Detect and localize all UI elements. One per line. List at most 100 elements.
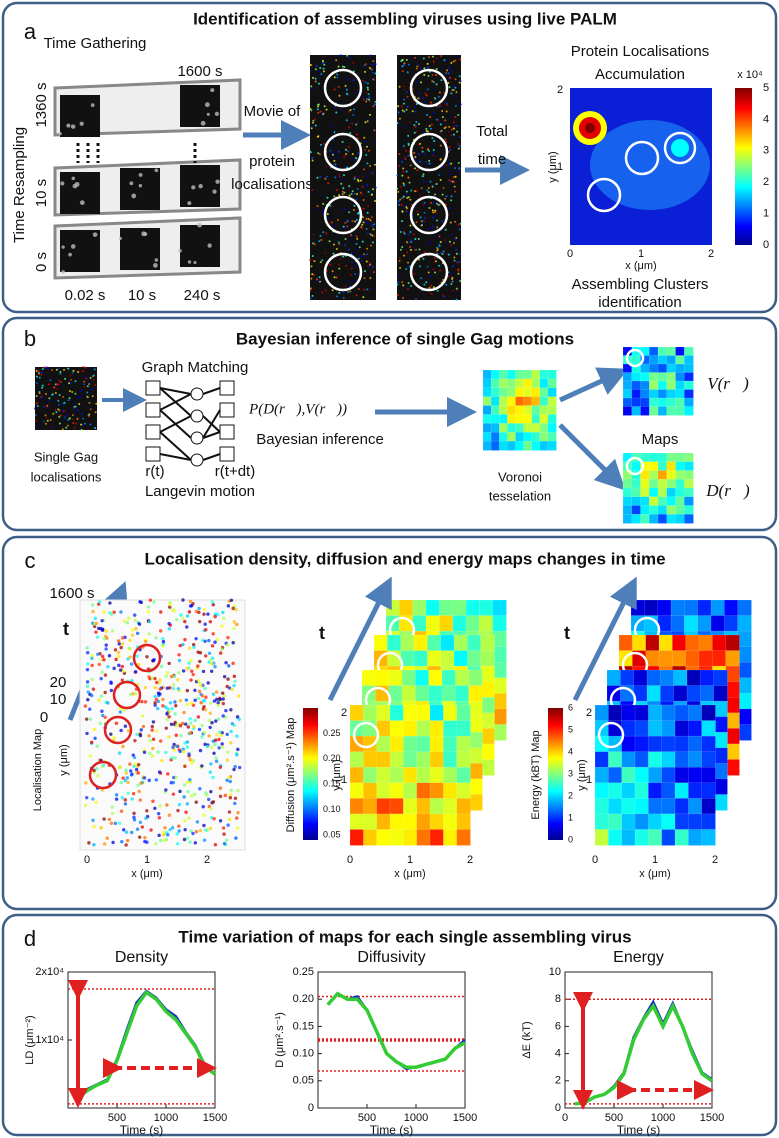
localisation [213, 614, 217, 619]
cell [640, 479, 650, 489]
localisation [221, 826, 226, 830]
localisation [200, 735, 204, 739]
time-label: 0 s [33, 252, 50, 272]
cell [657, 496, 668, 507]
cell [648, 829, 663, 846]
cell [644, 599, 659, 617]
spot [433, 261, 436, 264]
time-axis: t [564, 623, 570, 643]
label: protein [249, 153, 295, 170]
localisation [145, 655, 149, 659]
cell [657, 397, 668, 408]
localisation [120, 840, 124, 844]
spot [43, 366, 46, 369]
spot [405, 207, 408, 210]
spot [438, 244, 441, 247]
localisation [129, 662, 134, 666]
spot [454, 175, 457, 178]
spot [420, 68, 423, 71]
localisation [85, 795, 89, 800]
localisation [213, 665, 217, 669]
spot [74, 405, 77, 408]
spot [329, 295, 332, 298]
localisation [96, 626, 101, 631]
spot [321, 59, 324, 62]
arrow [558, 367, 629, 403]
spot [429, 127, 432, 130]
localisation [128, 638, 132, 643]
localisation [117, 663, 121, 668]
spot [415, 81, 418, 84]
label: Graph Matching [142, 359, 249, 376]
spot [82, 417, 85, 420]
spot [40, 371, 43, 374]
spot [337, 173, 340, 176]
localisation [210, 662, 214, 666]
x-tick-label: 500 [108, 1112, 126, 1124]
spot [351, 84, 354, 87]
cell [697, 615, 712, 632]
cell [684, 514, 694, 524]
spot [34, 414, 37, 417]
spot [311, 156, 314, 159]
spot [374, 186, 377, 189]
localisation [123, 724, 128, 728]
spot [441, 120, 444, 123]
localisation [175, 832, 179, 836]
cell [622, 372, 633, 382]
localisation [202, 612, 206, 616]
cell [649, 363, 659, 374]
spot [354, 280, 357, 283]
cell [465, 615, 481, 632]
node [190, 409, 204, 423]
cell [456, 751, 471, 768]
spot [372, 105, 375, 108]
x-tick-label: 1500 [203, 1112, 227, 1124]
cell [631, 397, 642, 408]
cell [673, 685, 688, 702]
spot [70, 244, 76, 249]
spot [396, 122, 399, 125]
spot [453, 238, 456, 241]
localisation [143, 700, 148, 704]
localisation [124, 771, 128, 775]
cell [531, 396, 541, 407]
spot [356, 178, 359, 181]
spot [373, 223, 376, 226]
localisation [198, 659, 202, 664]
cell [403, 782, 418, 800]
spot [48, 397, 51, 400]
cell [594, 782, 610, 800]
spot [322, 67, 325, 70]
localisation [184, 722, 188, 726]
spot [426, 265, 429, 268]
spot [455, 236, 458, 239]
localisation [154, 842, 158, 846]
localisation [221, 714, 225, 718]
localisation [125, 621, 130, 625]
cell [675, 380, 685, 391]
localisation [130, 830, 134, 835]
localisation [236, 747, 240, 752]
localisation [130, 628, 135, 632]
localisation [188, 758, 192, 762]
cell [523, 440, 533, 451]
cell [547, 396, 557, 407]
edge [159, 415, 192, 433]
cell [523, 405, 533, 416]
spot [365, 91, 368, 94]
spot [79, 200, 85, 206]
spot [64, 377, 67, 380]
spot [344, 285, 347, 288]
localisation [191, 643, 196, 647]
colorbar-tick: 0.10 [323, 804, 341, 814]
localisation [167, 735, 171, 739]
spot [413, 249, 416, 252]
cell [649, 505, 659, 515]
cell [634, 813, 650, 831]
spot [432, 201, 435, 204]
label: Bayesian inference [256, 431, 384, 448]
localisation [170, 826, 175, 830]
cell [376, 704, 391, 722]
localisation [174, 704, 178, 708]
